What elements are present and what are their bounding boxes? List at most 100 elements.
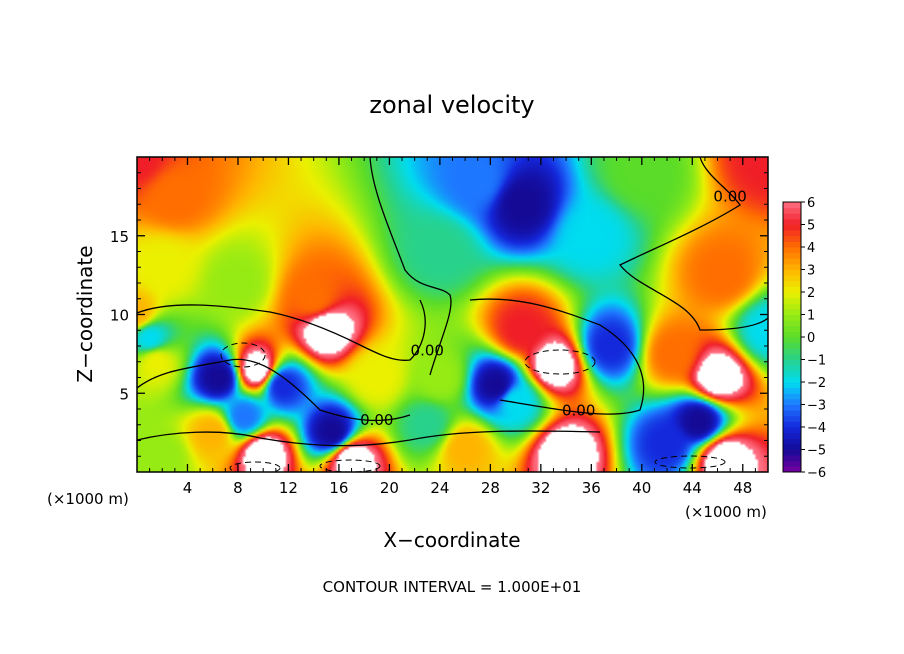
x-axis-label: X−coordinate [383,528,520,552]
colorbar-swatch [783,207,801,214]
y-tick-label: 5 [119,385,129,403]
zero-contour-line [618,157,768,331]
colorbar-swatch [783,325,801,332]
colorbar-swatch [783,427,801,434]
colorbar-swatch [783,320,801,327]
colorbar-swatch [783,415,801,422]
x-tick-label: 32 [531,479,550,497]
x-tick-label: 28 [481,479,500,497]
colorbar-tick-label: −5 [807,444,826,459]
dashed-contour [524,349,596,375]
colorbar-swatch [783,235,801,242]
colorbar-swatch [783,247,801,254]
negative-contours [220,342,726,472]
colorbar-swatch [783,365,801,372]
x-tick-label: 16 [329,479,348,497]
colorbar-swatch [783,263,801,270]
colorbar-swatch [783,241,801,248]
colorbar-tick-label: 0 [807,331,815,346]
colorbar-tick-label: 1 [807,309,815,324]
colorbar-tick-label: 6 [807,196,815,211]
x-axis: 4 8 12 16 20 24 28 32 36 40 44 48 [149,157,756,497]
colorbar-swatch [783,202,801,209]
colorbar-swatch [783,314,801,321]
contour-label: 0.00 [562,402,595,420]
colorbar-swatch [783,393,801,400]
colorbar-swatch [783,213,801,220]
x-tick-label: 40 [632,479,651,497]
colorbar-swatch [783,342,801,349]
colorbar-tick-label: 2 [807,286,815,301]
dashed-contour [654,455,726,469]
colorbar-swatch [783,466,801,473]
dashed-contour [319,459,381,472]
colorbar-swatch [783,438,801,445]
colorbar-swatch [783,258,801,265]
colorbar: 6 5 4 3 2 1 0 −1 −2 −3 −4 −5 −6 [782,196,826,481]
x-tick-label: 12 [279,479,298,497]
colorbar-swatch [783,348,801,355]
colorbar-swatch [783,376,801,383]
colorbar-swatch [783,432,801,439]
colorbar-swatch [783,460,801,467]
colorbar-tick-label: −4 [807,421,826,436]
zero-contour-line [369,157,452,376]
colorbar-swatch [783,421,801,428]
x-tick-label: 36 [582,479,601,497]
colorbar-tick-label: 5 [807,219,815,234]
contour-labels: 0.00 0.00 0.00 0.00 [360,187,747,429]
colorbar-tick-label: −3 [807,399,826,414]
colorbar-swatch [783,252,801,259]
colorbar-swatch [783,370,801,377]
colorbar-swatch [783,455,801,462]
y-tick-label: 15 [110,228,129,246]
y-tick-label: 10 [110,307,129,325]
y-axis: 5 10 15 [110,172,768,457]
contour-interval-footer: CONTOUR INTERVAL = 1.000E+01 [323,578,582,596]
colorbar-swatch [783,331,801,338]
x-tick-label: 20 [380,479,399,497]
zero-contour-line [137,430,601,447]
heatmap-field [137,157,768,472]
x-tick-label: 8 [233,479,243,497]
contour-label: 0.00 [713,187,746,205]
zero-contour-line [137,358,411,422]
colorbar-swatch [783,353,801,360]
colorbar-swatch [783,337,801,344]
colorbar-swatch [783,297,801,304]
x-unit-label-left: (×1000 m) [47,490,129,508]
x-tick-label: 24 [430,479,449,497]
colorbar-swatch [783,303,801,310]
colorbar-tick-label: −1 [807,354,826,369]
zero-contours [137,157,768,447]
colorbar-swatch [783,359,801,366]
colorbar-swatch [783,308,801,315]
colorbar-swatch [783,382,801,389]
x-tick-label: 48 [733,479,752,497]
x-unit-label-right: (×1000 m) [685,503,767,521]
y-axis-label: Z−coordinate [73,245,97,382]
colorbar-swatch [783,269,801,276]
dashed-contour [229,461,281,472]
colorbar-swatch [783,224,801,231]
colorbar-swatch [783,410,801,417]
dashed-contour [220,342,266,368]
colorbar-tick-label: 4 [807,241,815,256]
colorbar-swatch [783,443,801,450]
contour-label: 0.00 [411,342,444,360]
colorbar-swatch [783,286,801,293]
colorbar-swatch [783,387,801,394]
colorbar-swatch [783,449,801,456]
zero-contour-line [137,299,426,361]
colorbar-swatch [783,230,801,237]
colorbar-swatch [783,275,801,282]
colorbar-tick-label: 3 [807,264,815,279]
zero-contour-line [469,298,645,415]
x-tick-label: 44 [683,479,702,497]
colorbar-swatch [783,398,801,405]
colorbar-swatch [783,292,801,299]
chart-title: zonal velocity [369,91,534,119]
colorbar-swatch [783,280,801,287]
colorbar-tick-label: −6 [807,466,826,481]
